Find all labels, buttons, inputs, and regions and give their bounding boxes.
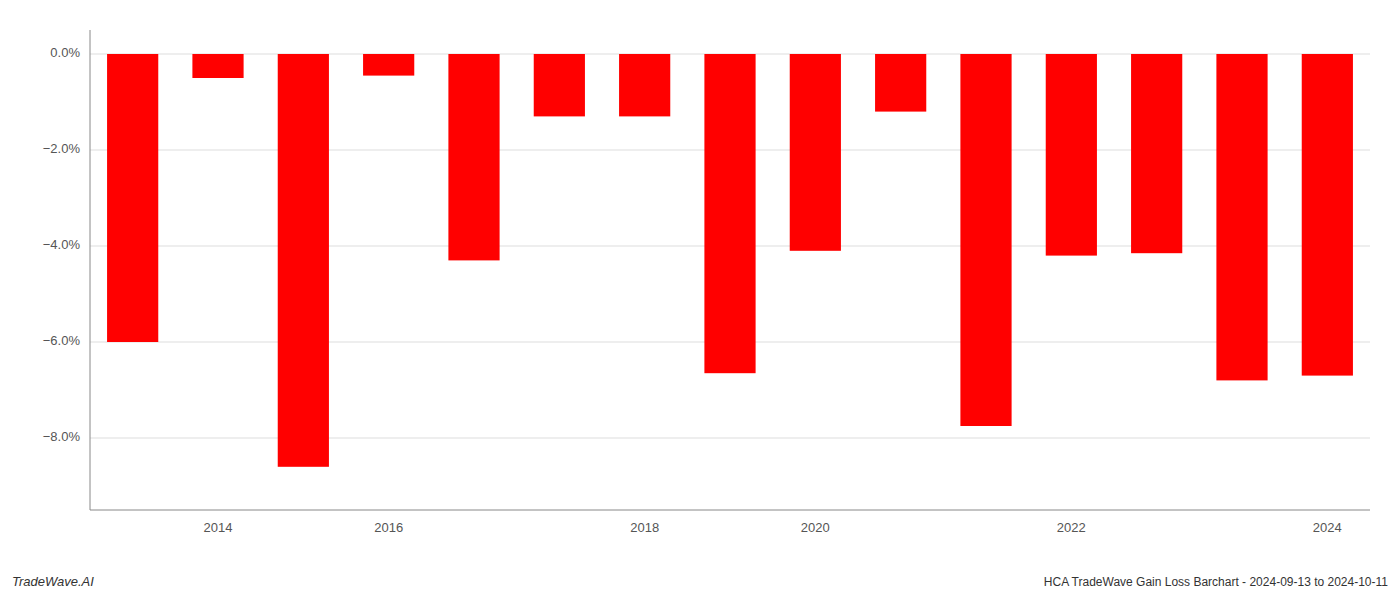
x-tick-label: 2018 — [630, 520, 659, 535]
x-axis-line — [90, 510, 1370, 511]
x-tick-label: 2016 — [374, 520, 403, 535]
bar — [704, 54, 755, 373]
bar — [278, 54, 329, 467]
bar — [960, 54, 1011, 426]
y-tick-label: −2.0% — [43, 141, 81, 156]
bar — [790, 54, 841, 251]
bar — [875, 54, 926, 112]
x-tick-label: 2020 — [801, 520, 830, 535]
x-tick-label: 2014 — [204, 520, 233, 535]
bar — [619, 54, 670, 116]
bar — [1131, 54, 1182, 253]
bar — [534, 54, 585, 116]
x-tick-label: 2022 — [1057, 520, 1086, 535]
y-tick-label: 0.0% — [50, 45, 80, 60]
bar — [107, 54, 158, 342]
bar — [363, 54, 414, 76]
y-axis-line — [90, 30, 91, 510]
y-tick-label: −4.0% — [43, 237, 81, 252]
bar — [192, 54, 243, 78]
bar — [1216, 54, 1267, 380]
bar — [1046, 54, 1097, 256]
y-tick-label: −8.0% — [43, 429, 81, 444]
bars — [107, 54, 1353, 467]
chart: 0.0% −2.0% −4.0% −6.0% −8.0% 2014 2016 2018 2020… — [0, 0, 1400, 600]
watermark: TradeWave.AI — [12, 574, 94, 589]
bar — [1302, 54, 1353, 376]
y-tick-label: −6.0% — [43, 333, 81, 348]
title: HCA TradeWave Gain Loss Barchart - 2024-… — [1044, 575, 1389, 589]
bar — [448, 54, 499, 260]
x-tick-label: 2024 — [1313, 520, 1342, 535]
